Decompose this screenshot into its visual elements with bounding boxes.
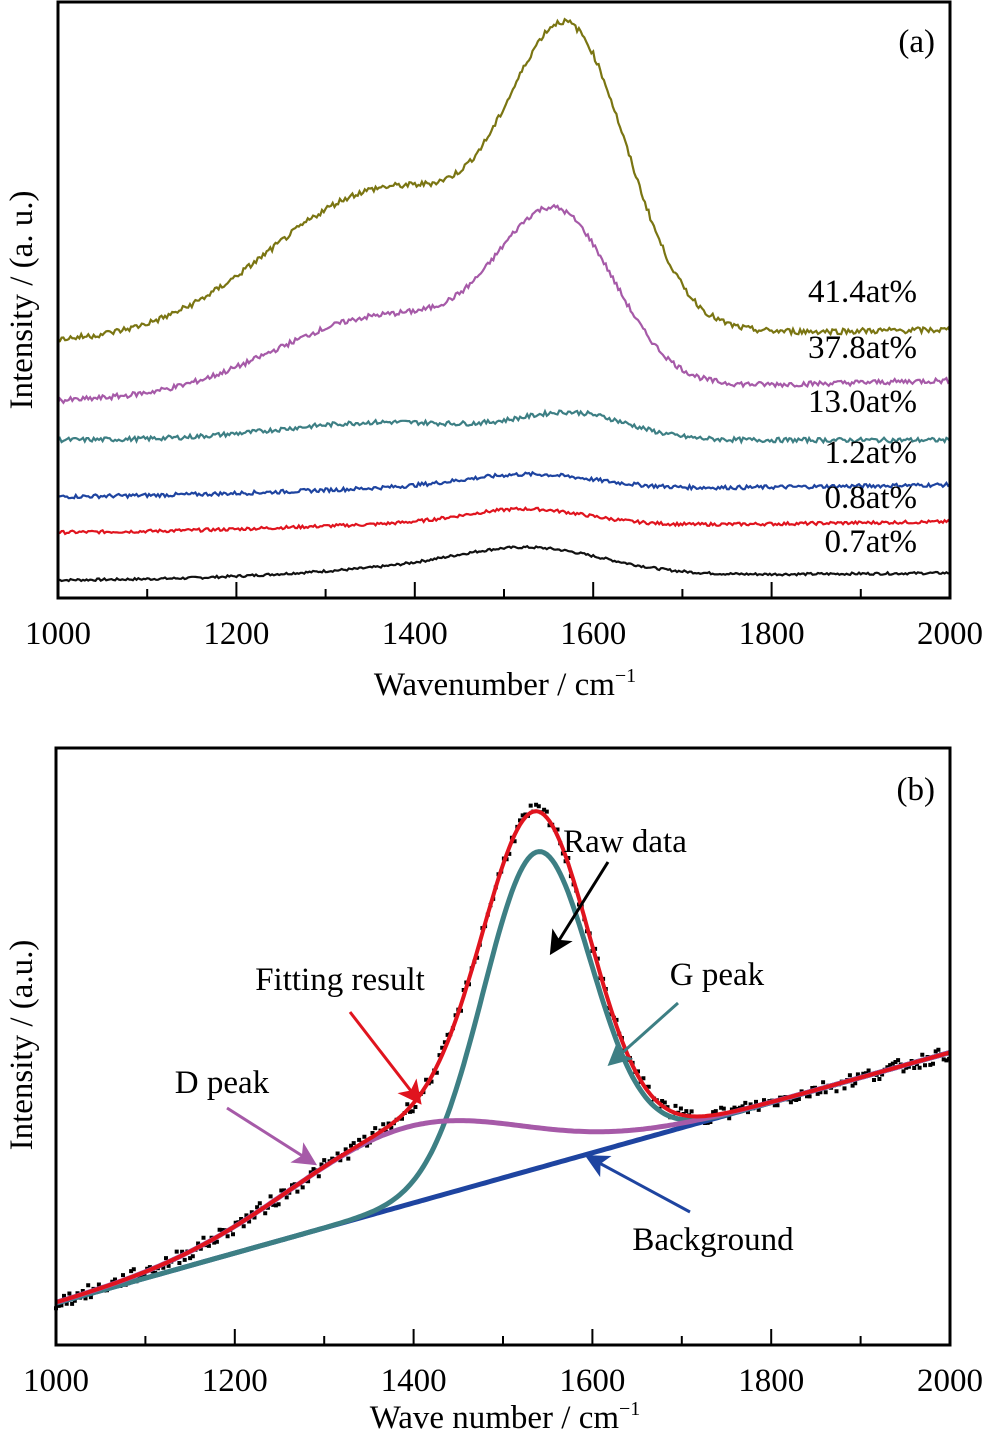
x-tick-label: 1600: [559, 1363, 625, 1399]
annotation-arrow: [584, 1155, 691, 1214]
x-tick-label: 1200: [203, 616, 269, 652]
series-line-378at: [56, 203, 951, 405]
raw-data-points: [54, 802, 952, 1311]
panel-a: 1000 1200 1400 1600 1800 2000 0.7at% 0.8at% 1.2…: [4, 0, 983, 703]
panel-a-curves: [56, 17, 951, 583]
x-tick-label: 1800: [739, 616, 805, 652]
panel-a-x-tick-labels: 1000 1200 1400 1600 1800 2000: [25, 616, 983, 652]
series-line-130at: [57, 408, 951, 445]
series-label: 0.7at%: [824, 524, 917, 560]
x-tick-label: 1200: [202, 1363, 268, 1399]
panel-a-x-axis-title-sup: −1: [615, 665, 636, 687]
series-label: 1.2at%: [824, 435, 917, 471]
annotation-arrow: [607, 1001, 679, 1066]
panel-b-frame: [54, 746, 952, 1347]
series-line-12at: [57, 470, 951, 500]
panel-b-x-axis-title: Wave number / cm−1: [370, 1398, 641, 1435]
panel-a-y-axis-title: Intensity / (a. u.): [4, 190, 40, 409]
x-tick-label: 1400: [381, 1363, 447, 1399]
panel-b-annotations: Raw data Fitting result G peak D peak Backgr…: [175, 824, 794, 1258]
x-tick-label: 1800: [738, 1363, 804, 1399]
panel-b-x-axis-title-sup: −1: [619, 1398, 640, 1420]
panel-b-x-ticks: [55, 1329, 951, 1345]
annotation-arrow: [549, 861, 610, 956]
series-label: 41.4at%: [808, 274, 917, 310]
x-tick-label: 1000: [25, 616, 91, 652]
annotation-label: D peak: [175, 1065, 270, 1101]
panel-a-label: (a): [898, 24, 935, 60]
annotation-arrow: [226, 1106, 318, 1166]
series-line-414at: [57, 17, 951, 343]
series-line-07at: [57, 544, 951, 583]
panel-b-x-tick-labels: 1000 1200 1400 1600 1800 2000: [23, 1363, 983, 1399]
panel-a-x-ticks: [57, 582, 951, 598]
series-label: 37.8at%: [808, 330, 917, 366]
panel-a-series-labels: 0.7at% 0.8at% 1.2at% 13.0at% 37.8at% 41.4at%: [808, 274, 917, 560]
x-tick-label: 2000: [917, 1363, 983, 1399]
series-line-08at: [57, 506, 951, 536]
series-label: 0.8at%: [824, 480, 917, 516]
x-tick-label: 2000: [917, 616, 983, 652]
x-tick-label: 1600: [560, 616, 626, 652]
panel-a-x-axis-title: Wavenumber / cm−1: [374, 665, 636, 703]
annotation-arrow: [348, 1011, 422, 1105]
panel-b-curves: [54, 802, 952, 1311]
annotation-label: Background: [632, 1222, 794, 1258]
annotation-label: Fitting result: [255, 962, 425, 998]
panel-b-x-axis-title-text: Wave number / cm: [370, 1400, 620, 1435]
panel-b: 1000 1200 1400 1600 1800 2000 Raw data Fitting…: [4, 746, 983, 1435]
fitting-result-line: [55, 809, 950, 1305]
panel-a-x-axis-title-text: Wavenumber / cm: [374, 667, 615, 703]
panel-b-label: (b): [897, 772, 935, 808]
annotation-label: Raw data: [563, 824, 687, 860]
series-label: 13.0at%: [808, 384, 917, 420]
annotation-label: G peak: [670, 957, 765, 993]
x-tick-label: 1000: [23, 1363, 89, 1399]
panel-b-y-axis-title: Intensity / (a.u.): [4, 940, 40, 1151]
x-tick-label: 1400: [382, 616, 448, 652]
